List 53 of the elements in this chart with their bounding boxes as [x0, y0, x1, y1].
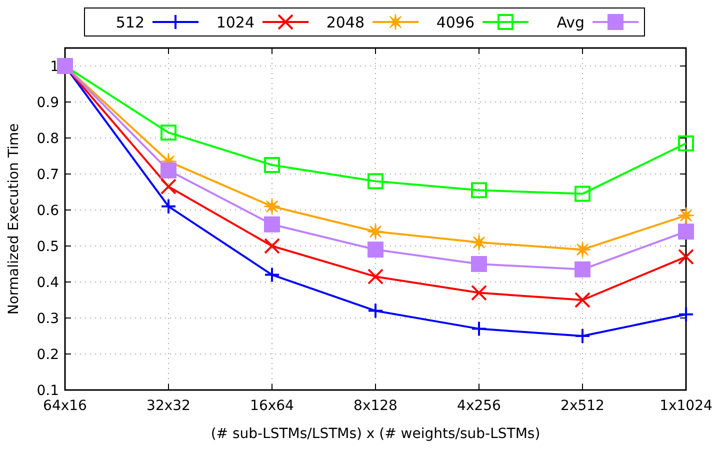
y-tick-label: 0.4: [36, 274, 60, 291]
y-tick-label: 0.1: [36, 382, 59, 399]
point: [264, 216, 280, 232]
y-tick-label: 0.9: [36, 94, 59, 111]
y-tick-label: 0.5: [36, 238, 59, 255]
y-axis-title: Normalized Execution Time: [6, 123, 22, 315]
legend-label: 2048: [326, 13, 364, 32]
point: [574, 261, 590, 278]
point: [471, 284, 487, 301]
legend-label: Avg: [556, 13, 584, 32]
legend-label: 1024: [216, 13, 254, 32]
point: [471, 320, 487, 337]
y-tick-label: 0.8: [36, 130, 59, 147]
point: [368, 268, 384, 285]
point: [470, 234, 488, 251]
x-tick-label: 32x32: [146, 398, 190, 414]
x-axis-title: (# sub-LSTMs/LSTMs) x (# weights/sub-LSTMs): [210, 426, 540, 442]
x-tick-label: 2x512: [560, 398, 604, 414]
point: [678, 135, 694, 152]
point: [368, 242, 384, 258]
x-tick-label: 4x256: [457, 398, 502, 414]
x-tick-label: 1x1024: [660, 398, 712, 414]
point: [160, 162, 176, 178]
point: [574, 241, 591, 258]
point: [574, 292, 590, 308]
point: [160, 198, 176, 214]
point: [368, 173, 384, 190]
point: [678, 248, 694, 265]
point: [264, 266, 280, 283]
y-tick-label: 0.2: [36, 346, 59, 363]
point: [160, 178, 176, 195]
legend-label: 4096: [436, 13, 474, 32]
point: [574, 328, 590, 344]
y-tick-label: 0.7: [36, 166, 59, 183]
legend-label: 512: [116, 13, 144, 32]
point: [264, 157, 280, 173]
y-tick-label: 1: [50, 58, 59, 75]
point: [367, 223, 384, 240]
y-tick-label: 0.6: [36, 202, 60, 219]
y-tick-label: 0.3: [36, 310, 59, 327]
point: [678, 206, 694, 224]
point: [471, 256, 487, 272]
point: [678, 306, 694, 322]
point: [471, 182, 487, 198]
point: [264, 238, 280, 254]
x-tick-label: 64x16: [43, 398, 88, 414]
x-tick-label: 8x128: [354, 398, 398, 414]
point: [574, 186, 590, 202]
point: [160, 124, 176, 141]
point: [678, 224, 694, 240]
point: [264, 198, 280, 215]
x-tick-label: 16x64: [250, 398, 294, 414]
point: [368, 302, 384, 319]
